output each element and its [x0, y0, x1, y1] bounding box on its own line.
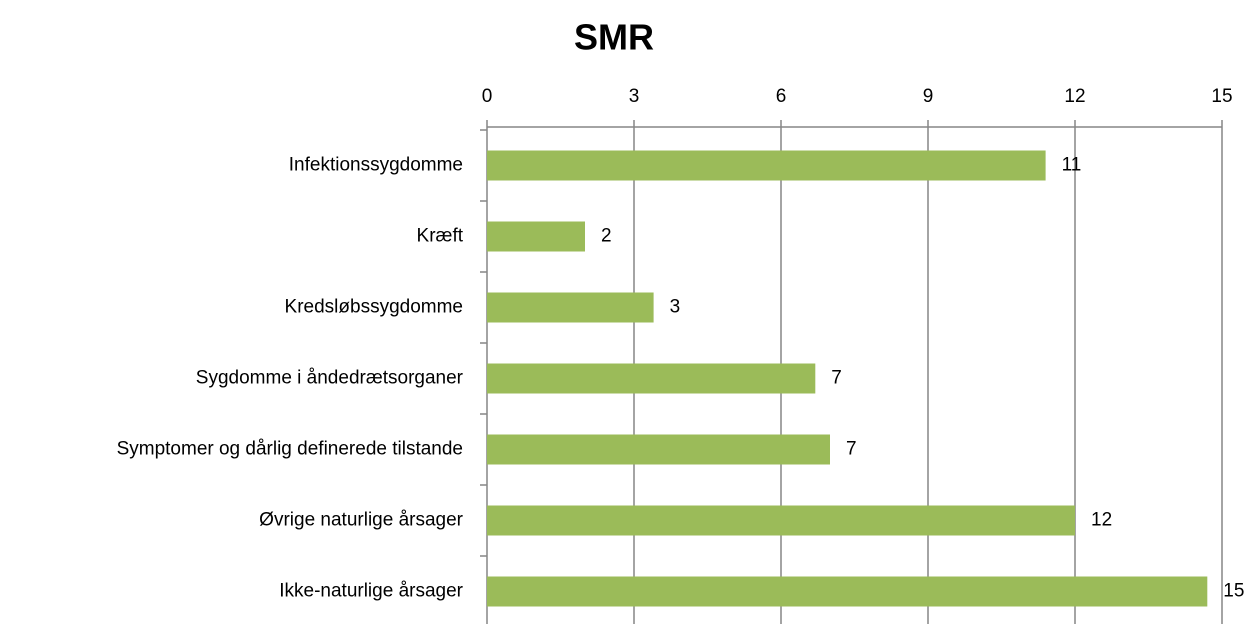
- bar: [487, 292, 654, 323]
- y-tick-label: Infektionssygdomme: [289, 155, 463, 176]
- bar: [487, 150, 1046, 181]
- bar: [487, 505, 1075, 536]
- bar: [487, 434, 830, 465]
- y-tick-label: Ikke-naturlige årsager: [279, 581, 463, 602]
- y-tick-label: Kredsløbssygdomme: [285, 297, 463, 318]
- y-tick-label: Sygdomme i åndedrætsorganer: [196, 368, 464, 389]
- y-tick-label: Kræft: [417, 226, 464, 247]
- bar: [487, 363, 816, 394]
- value-label: 7: [846, 439, 857, 460]
- y-tick-label: Øvrige naturlige årsager: [259, 510, 463, 531]
- x-tick-label: 3: [629, 86, 640, 107]
- x-tick-label: 15: [1211, 86, 1232, 107]
- x-tick-label: 9: [923, 86, 934, 107]
- value-label: 2: [601, 226, 612, 247]
- chart-title: SMR: [574, 17, 654, 58]
- y-tick-label: Symptomer og dårlig definerede tilstande: [117, 439, 463, 460]
- bar: [487, 221, 585, 252]
- value-label: 7: [831, 368, 842, 389]
- value-label: 12: [1091, 510, 1112, 531]
- bar: [487, 576, 1208, 607]
- x-tick-label: 12: [1064, 86, 1085, 107]
- value-label: 11: [1062, 155, 1082, 176]
- x-tick-label: 6: [776, 86, 787, 107]
- value-label: 3: [670, 297, 681, 318]
- x-tick-label: 0: [482, 86, 493, 107]
- value-label: 15: [1223, 581, 1244, 602]
